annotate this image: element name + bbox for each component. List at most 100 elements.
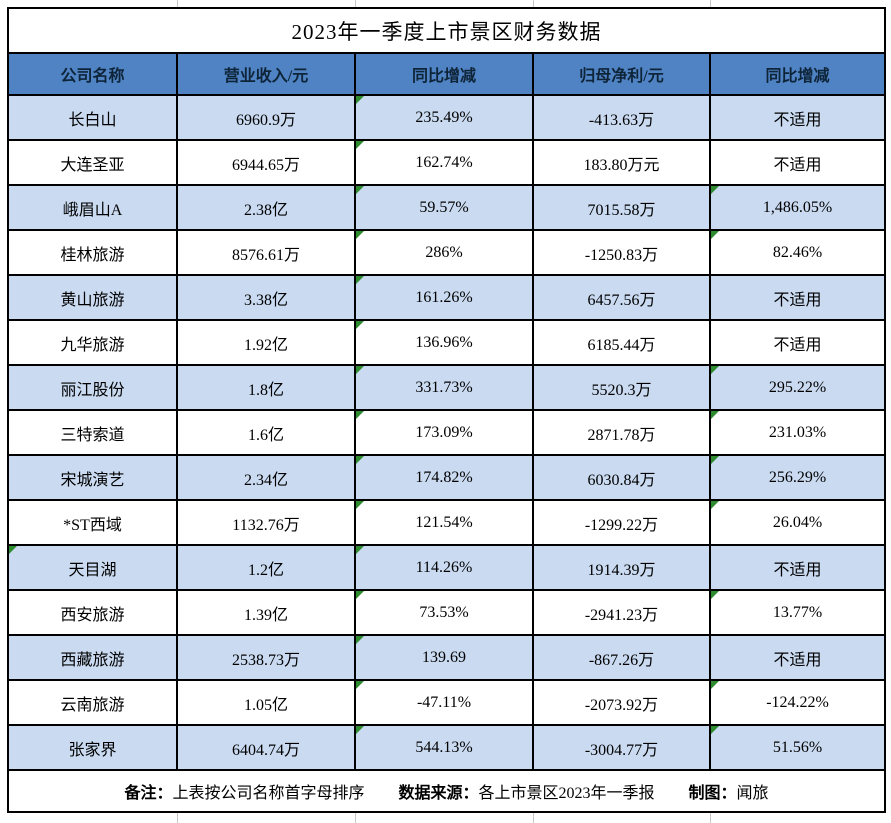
value-cell: 286% [354,229,534,276]
column-header: 营业收入/元 [176,52,356,96]
value-cell: 59.57% [354,184,534,231]
cell-value: 不适用 [773,111,822,129]
value-cell: -124.22% [708,679,887,726]
table-row: 宋城演艺 2.34亿 174.82% 6030.84万 256.29% [7,454,887,501]
company-name-cell: 三特索道 [7,409,178,456]
note-label: 备注： [124,785,173,802]
cell-value: 13.77% [772,603,823,621]
value-cell: 73.53% [354,589,534,636]
company-name: 宋城演艺 [60,471,125,489]
cell-value: 26.04% [772,513,823,531]
table-row: 桂林旅游 8576.61万 286% -1250.83万 82.46% [7,229,887,276]
cell-value: 不适用 [773,156,822,174]
value-cell: 不适用 [708,634,887,681]
spreadsheet-gridline [533,813,534,823]
table-row: 天目湖 1.2亿 114.26% 1914.39万 不适用 [7,544,887,591]
value-cell: 2538.73万 [176,634,356,681]
company-name: *ST西域 [63,516,122,534]
cell-value: 不适用 [773,336,822,354]
column-header: 归母净利/元 [532,52,711,96]
cell-value: 2.34亿 [243,471,288,489]
cell-value: 136.96% [415,333,473,351]
cell-value: 1914.39万 [587,561,656,579]
error-flag-triangle-icon [357,322,364,329]
value-cell: 26.04% [708,499,887,546]
error-flag-triangle-icon [357,412,364,419]
error-flag-triangle-icon [357,457,364,464]
company-name: 张家界 [68,741,117,759]
value-cell: 173.09% [354,409,534,456]
value-cell: 256.29% [708,454,887,501]
cell-value: 8576.61万 [231,246,300,264]
cell-value: 6944.65万 [231,156,300,174]
source-label: 数据来源： [398,785,479,802]
error-flag-triangle-icon [712,187,719,194]
credit-label: 制图： [688,785,737,802]
cell-value: 6960.9万 [235,111,296,129]
cell-value: -2073.92万 [584,696,659,714]
company-name-cell: 西安旅游 [7,589,178,636]
company-name: 九华旅游 [60,336,125,354]
table-row: 峨眉山A 2.38亿 59.57% 7015.58万 1,486.05% [7,184,887,231]
cell-value: 174.82% [415,468,473,486]
value-cell: 136.96% [354,319,534,366]
table-row: 大连圣亚 6944.65万 162.74% 183.80万元 不适用 [7,139,887,186]
error-flag-triangle-icon [357,277,364,284]
cell-value: 295.22% [768,378,827,396]
spreadsheet-gridline [177,813,178,823]
value-cell: 162.74% [354,139,534,186]
company-name: 云南旅游 [60,696,125,714]
company-name: 长白山 [68,111,117,129]
cell-value: 6404.74万 [231,741,300,759]
company-name-cell: 黄山旅游 [7,274,178,321]
error-flag-triangle-icon [712,682,719,689]
header-row: 公司名称 营业收入/元 同比增减 归母净利/元 同比增减 [7,52,887,96]
error-flag-triangle-icon [357,547,364,554]
cell-value: -47.11% [416,693,472,711]
cell-value: 82.46% [772,243,823,261]
footer-row: 备注：上表按公司名称首字母排序 数据来源：各上市景区2023年一季报 制图：闻旅 [6,769,887,813]
company-name: 丽江股份 [60,381,125,399]
cell-value: 256.29% [768,468,827,486]
cell-value: 2871.78万 [587,426,656,444]
value-cell: 不适用 [708,319,887,366]
company-name: 桂林旅游 [60,246,125,264]
error-flag-triangle-icon [357,97,364,104]
company-name-cell: 长白山 [7,94,178,141]
table-row: 黄山旅游 3.38亿 161.26% 6457.56万 不适用 [7,274,887,321]
value-cell: -2073.92万 [532,679,711,726]
value-cell: 6030.84万 [532,454,711,501]
cell-value: 1.39亿 [243,606,288,624]
cell-value: 5520.3万 [591,381,652,399]
company-name-cell: 丽江股份 [7,364,178,411]
company-name-cell: 西藏旅游 [7,634,178,681]
company-name-cell: 张家界 [7,724,178,771]
value-cell: 不适用 [708,544,887,591]
column-header: 公司名称 [7,52,178,96]
error-flag-triangle-icon [357,502,364,509]
value-cell: -1250.83万 [532,229,711,276]
value-cell: 1914.39万 [532,544,711,591]
value-cell: 6960.9万 [176,94,356,141]
cell-value: 1.05亿 [243,696,288,714]
table-row: 西安旅游 1.39亿 73.53% -2941.23万 13.77% [7,589,887,636]
value-cell: 174.82% [354,454,534,501]
value-cell: -867.26万 [532,634,711,681]
value-cell: 2.34亿 [176,454,356,501]
cell-value: 231.03% [768,423,827,441]
company-name: 峨眉山A [62,201,123,219]
cell-value: 1.2亿 [247,561,284,579]
value-cell: 7015.58万 [532,184,711,231]
value-cell: 1.8亿 [176,364,356,411]
table-row: 丽江股份 1.8亿 331.73% 5520.3万 295.22% [7,364,887,411]
value-cell: 1.2亿 [176,544,356,591]
cell-value: -124.22% [766,693,829,711]
table-title: 2023年一季度上市景区财务数据 [6,7,887,54]
value-cell: 13.77% [708,589,887,636]
value-cell: 1.6亿 [176,409,356,456]
cell-value: 162.74% [415,153,473,171]
table-row: 三特索道 1.6亿 173.09% 2871.78万 231.03% [7,409,887,456]
spreadsheet-gridline [355,813,356,823]
notes-cell: 备注：上表按公司名称首字母排序 数据来源：各上市景区2023年一季报 制图：闻旅 [6,769,887,813]
cell-value: 1.6亿 [247,426,284,444]
